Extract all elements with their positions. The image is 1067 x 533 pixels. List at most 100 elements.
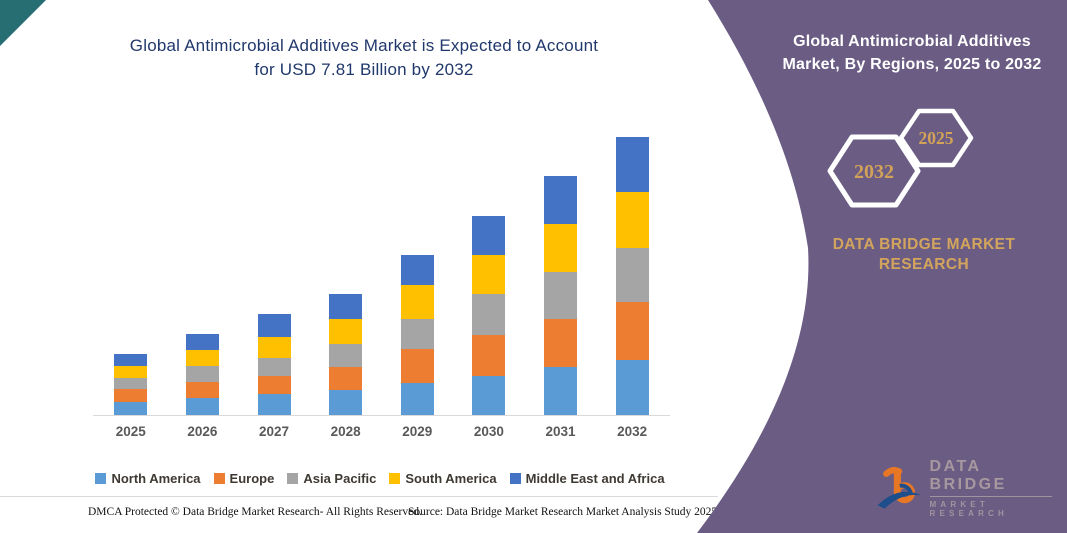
data-bridge-logo-icon [877, 467, 922, 509]
bar-column-2025 [95, 118, 167, 415]
logo-subtext: MARKET RESEARCH [929, 500, 1009, 518]
bar-segment [615, 301, 649, 360]
bar-segment [329, 344, 363, 368]
bar-segment [257, 313, 291, 338]
hexagon-year-back: 2032 [854, 161, 894, 183]
bar-segment [400, 285, 434, 319]
bar-segment [114, 389, 148, 402]
bar-segment [472, 255, 506, 294]
bar-column-2030 [453, 118, 525, 415]
bar-segment [114, 365, 148, 379]
bar-column-2029 [382, 118, 454, 415]
bar-segment [544, 271, 578, 319]
bar-segment [472, 293, 506, 336]
stacked-bar-2032 [615, 137, 649, 415]
bar-segment [185, 397, 219, 415]
legend-item: Europe [213, 471, 274, 486]
bar-segment [472, 216, 506, 256]
x-axis-label: 2025 [115, 424, 146, 439]
hexagon-2025-outline [898, 108, 974, 168]
bar-column-2027 [238, 118, 310, 415]
legend-item: Asia Pacific [287, 471, 376, 486]
x-axis-baseline [93, 415, 670, 416]
bar-segment [400, 255, 434, 286]
bar-segment [114, 353, 148, 366]
bar-column-2028 [310, 118, 382, 415]
bar-segment [329, 367, 363, 391]
legend-label: Asia Pacific [303, 471, 377, 486]
stacked-bar-2029 [400, 255, 434, 415]
side-panel-title-line1: Global Antimicrobial Additives [793, 33, 1031, 50]
brand-text-line1: DATA BRIDGE MARKET [832, 236, 1016, 253]
brand-text: DATA BRIDGE MARKET RESEARCH [798, 235, 1050, 276]
corner-triangle-decoration [0, 0, 46, 46]
x-axis-labels: 2025 2026 2027 2028 2029 2030 2031 2032 [95, 424, 668, 439]
x-axis-label: 2031 [545, 424, 576, 439]
bar-segment [400, 349, 434, 383]
stacked-bar-2025 [114, 353, 148, 415]
bar-segment [400, 382, 434, 415]
hexagon-year-front: 2025 [919, 128, 954, 148]
legend-label: North America [111, 471, 201, 486]
bar-segment [615, 137, 649, 192]
bar-segment [114, 378, 148, 390]
hexagon-2032-outline [827, 134, 921, 208]
brand-text-line2: RESEARCH [878, 256, 970, 274]
bar-segment [257, 376, 291, 395]
bar-segment [257, 358, 291, 377]
chart-title-line2: for USD 7.81 Billion by 2032 [254, 60, 474, 80]
footer-divider [0, 496, 718, 497]
bar-segment [615, 191, 649, 248]
bar-segment [544, 223, 578, 272]
x-axis-label: 2026 [187, 424, 218, 439]
bar-column-2031 [525, 118, 597, 415]
bar-segment [329, 390, 363, 415]
hexagon-2025: 2025 [898, 108, 974, 168]
x-axis-label: 2032 [617, 424, 648, 439]
legend-item: North America [95, 471, 201, 486]
x-axis-label: 2028 [330, 424, 361, 439]
legend-label: South America [405, 471, 497, 486]
bar-segment [615, 247, 649, 302]
bar-segment [472, 335, 506, 376]
x-axis-label: 2027 [259, 424, 290, 439]
legend-item: Middle East and Africa [509, 471, 665, 486]
bar-column-2026 [167, 118, 239, 415]
x-axis-label: 2029 [402, 424, 433, 439]
stacked-bar-2030 [472, 216, 506, 415]
bar-segment [472, 375, 506, 415]
footer-copyright: DMCA Protected © Data Bridge Market Rese… [88, 506, 422, 518]
legend-label: Middle East and Africa [525, 471, 665, 486]
plot-area [95, 118, 668, 415]
legend-swatch-icon [389, 473, 401, 484]
bar-segment [257, 394, 291, 415]
bar-segment [114, 401, 148, 415]
stacked-bar-2027 [257, 313, 291, 415]
chart-title: Global Antimicrobial Additives Market is… [58, 34, 670, 82]
bar-segment [185, 349, 219, 366]
company-logo: DATA BRIDGE MARKET RESEARCH [876, 456, 1052, 520]
legend-swatch-icon [509, 473, 521, 484]
legend-swatch-icon [213, 473, 225, 484]
bar-segment [544, 318, 578, 367]
stacked-bar-2026 [185, 333, 219, 415]
legend-item: South America [389, 471, 497, 486]
bar-segment [615, 359, 649, 415]
bar-segment [544, 366, 578, 415]
logo-wordmark-block: DATA BRIDGE MARKET RESEARCH [929, 458, 1052, 518]
bar-segment [329, 294, 363, 320]
chart-legend: North America Europe Asia Pacific South Ame… [80, 471, 680, 486]
bar-segment [185, 333, 219, 350]
logo-wordmark: DATA BRIDGE [929, 458, 1052, 497]
bar-column-2032 [596, 118, 668, 415]
bar-segment [185, 381, 219, 398]
side-panel-title: Global Antimicrobial Additives Market, B… [768, 30, 1056, 76]
footer-source: Source: Data Bridge Market Research Mark… [408, 506, 718, 518]
legend-swatch-icon [287, 473, 299, 484]
bar-segment [544, 175, 578, 224]
bar-segment [257, 337, 291, 359]
side-panel-background [697, 0, 1067, 533]
bar-segment [185, 365, 219, 382]
legend-swatch-icon [95, 473, 107, 484]
